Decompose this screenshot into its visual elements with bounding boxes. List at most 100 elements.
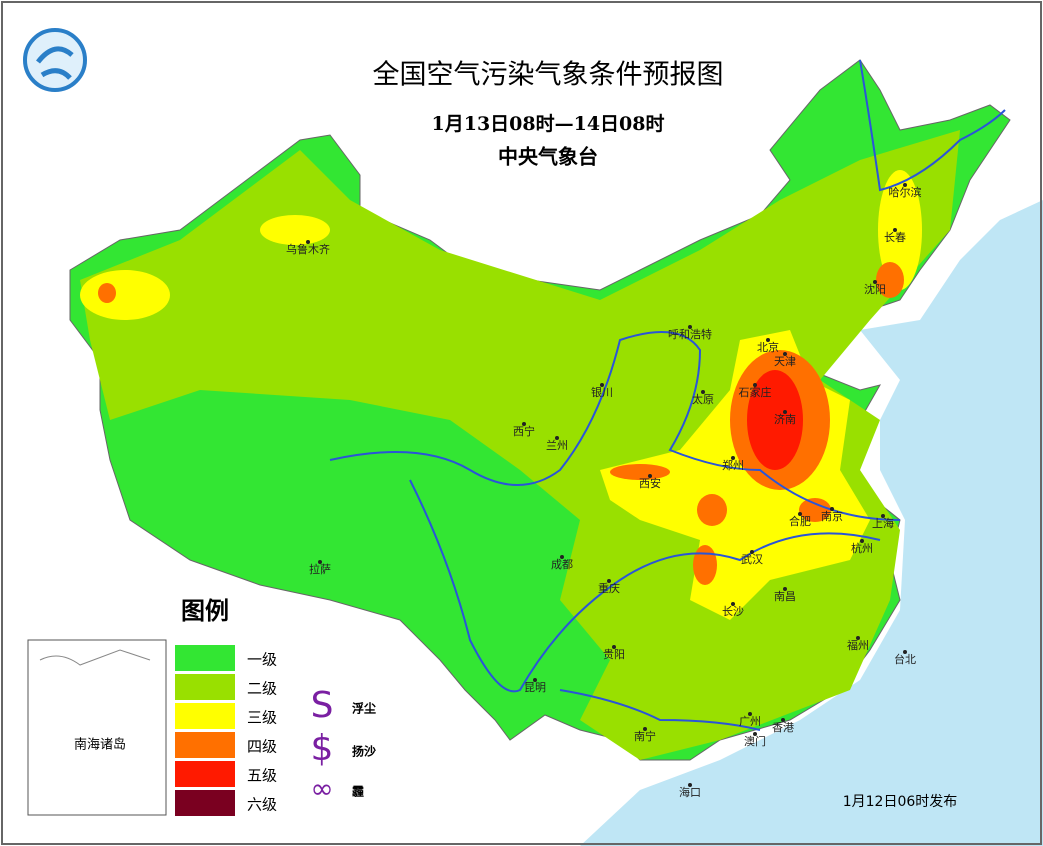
city-dot [903, 650, 907, 654]
city-dot [643, 727, 647, 731]
city-label: 兰州 [546, 439, 568, 452]
city-dot [830, 507, 834, 511]
city-dot [533, 678, 537, 682]
city-label: 南昌 [774, 590, 796, 603]
city-dot [856, 636, 860, 640]
city-dot [753, 732, 757, 736]
subtitle: 1月13日08时—14日08时 [432, 113, 665, 135]
city-label: 重庆 [598, 581, 620, 595]
city-dot [701, 390, 705, 394]
city-label: 呼和浩特 [668, 327, 712, 341]
level-4-zone [98, 283, 116, 303]
city-label: 澳门 [744, 734, 766, 748]
level-3-zone [878, 170, 922, 290]
city-dot [783, 410, 787, 414]
inset-label: 南海诸岛 [74, 737, 126, 753]
title: 全国空气污染气象条件预报图 [373, 60, 724, 91]
city-label: 香港 [772, 721, 794, 734]
city-label: 上海 [872, 516, 894, 530]
city-dot [798, 512, 802, 516]
level-3-zone [260, 215, 330, 245]
city-label: 昆明 [524, 681, 546, 694]
city-label: 合肥 [789, 514, 811, 528]
legend-swatch [175, 732, 235, 758]
level-4-zone [876, 262, 904, 298]
legend-label: 二级 [247, 680, 277, 698]
city-label: 西安 [639, 476, 661, 490]
city-label: 银川 [591, 385, 613, 399]
legend-swatch [175, 761, 235, 787]
city-label: 拉萨 [309, 562, 331, 576]
legend-symbol: S [311, 685, 334, 726]
city-label: 北京 [757, 340, 779, 354]
city-dot [750, 550, 754, 554]
city-label: 台北 [894, 652, 916, 666]
river [409, 479, 881, 693]
city-dot [555, 436, 559, 440]
city-dot [783, 587, 787, 591]
city-label: 太原 [692, 393, 714, 406]
level-4-zone [697, 494, 727, 526]
river [329, 331, 901, 521]
city-dot [522, 422, 526, 426]
city-dot [607, 579, 611, 583]
city-dot [731, 456, 735, 460]
city-dot [688, 325, 692, 329]
legend-swatch [175, 645, 235, 671]
city-dot [753, 383, 757, 387]
city-label: 南京 [821, 509, 843, 523]
city-dot [688, 783, 692, 787]
legend-swatch [175, 674, 235, 700]
city-label: 长沙 [722, 605, 744, 618]
city-dot [731, 602, 735, 606]
legend-label: 一级 [247, 651, 277, 669]
city-label: 贵阳 [603, 648, 625, 661]
city-label: 哈尔滨 [889, 185, 922, 199]
city-label: 福州 [847, 638, 869, 652]
river [859, 59, 1006, 192]
level-5-zone [747, 370, 803, 470]
legend-label: 六级 [247, 796, 277, 814]
city-dot [783, 352, 787, 356]
level-4-zone [610, 464, 670, 480]
city-dot [860, 539, 864, 543]
city-dot [600, 383, 604, 387]
legend-title: 图例 [181, 597, 229, 625]
issuer: 中央气象台 [498, 145, 598, 169]
legend-label: 三级 [247, 709, 277, 727]
city-label: 广州 [739, 715, 761, 728]
logo-mark [36, 46, 74, 80]
city-dot [648, 474, 652, 478]
legend-label: 四级 [247, 738, 277, 756]
city-dot [893, 228, 897, 232]
legend-symbol: ∞ [310, 772, 333, 805]
city-dot [748, 712, 752, 716]
city-label: 成都 [551, 558, 573, 571]
city-dot [903, 183, 907, 187]
footer: 1月12日06时发布 [843, 794, 958, 810]
city-label: 石家庄 [739, 385, 772, 399]
legend-swatch [175, 790, 235, 816]
city-dot [306, 240, 310, 244]
legend-symbol-label: 扬沙 [352, 744, 376, 759]
level-4-zone [799, 498, 831, 522]
legend-swatch [175, 703, 235, 729]
city-label: 长春 [884, 231, 906, 244]
city-dot [881, 514, 885, 518]
legend-symbol-label: 浮尘 [352, 701, 376, 716]
city-label: 杭州 [851, 541, 873, 555]
city-label: 海口 [679, 785, 701, 799]
level-4-zone [693, 545, 717, 585]
city-label: 南宁 [634, 729, 656, 743]
legend-symbol-label: 霾 [352, 785, 364, 799]
city-dot [612, 645, 616, 649]
city-label: 沈阳 [864, 282, 886, 296]
city-label: 乌鲁木齐 [286, 242, 330, 256]
legend-symbol: $ [311, 728, 334, 769]
city-label: 天津 [774, 355, 796, 368]
ocean [580, 200, 1043, 846]
legend-label: 五级 [247, 767, 277, 785]
logo [23, 28, 87, 92]
